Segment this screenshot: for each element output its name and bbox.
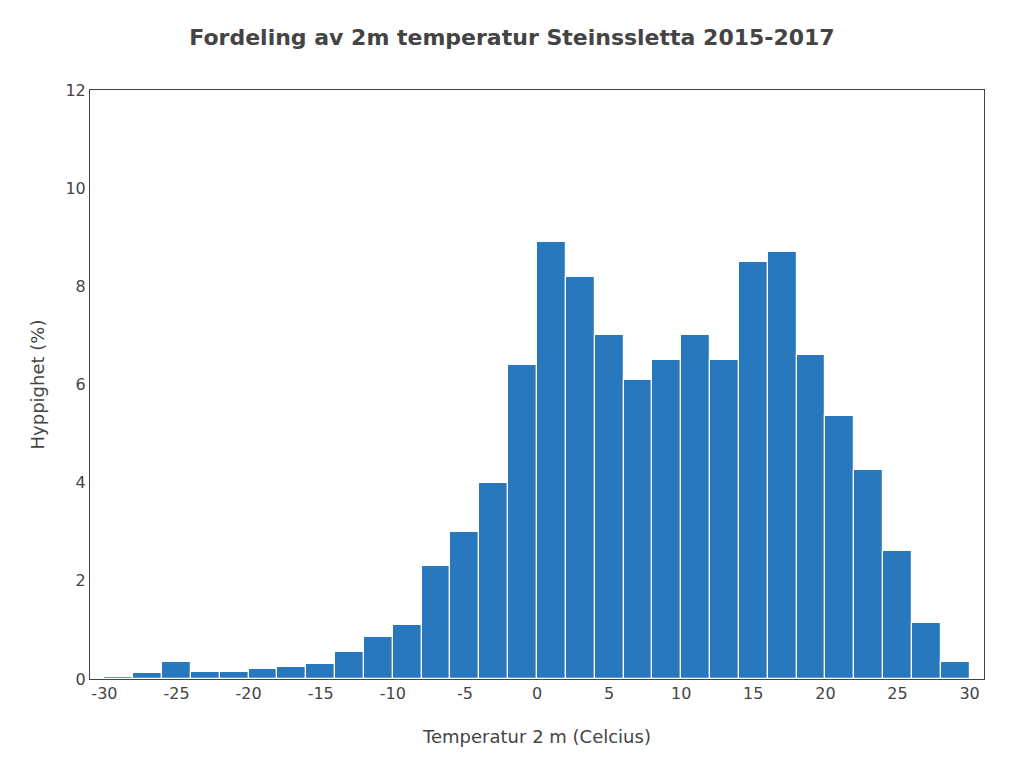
svg-text:10: 10 — [671, 684, 691, 703]
svg-text:15: 15 — [743, 684, 763, 703]
svg-text:0: 0 — [76, 670, 86, 689]
svg-text:-10: -10 — [380, 684, 406, 703]
svg-text:12: 12 — [65, 81, 85, 100]
svg-text:Temperatur 2 m (Celcius): Temperatur 2 m (Celcius) — [422, 726, 651, 747]
svg-text:20: 20 — [815, 684, 835, 703]
svg-text:-30: -30 — [91, 684, 117, 703]
svg-text:6: 6 — [76, 375, 86, 394]
svg-text:0: 0 — [532, 684, 542, 703]
svg-text:2: 2 — [76, 571, 86, 590]
svg-text:Fordeling av 2m temperatur Ste: Fordeling av 2m temperatur Steinssletta … — [189, 25, 834, 50]
svg-text:30: 30 — [959, 684, 979, 703]
svg-text:-20: -20 — [236, 684, 262, 703]
svg-text:4: 4 — [76, 473, 86, 492]
svg-text:-5: -5 — [457, 684, 473, 703]
svg-text:-25: -25 — [163, 684, 189, 703]
svg-text:25: 25 — [887, 684, 907, 703]
svg-text:-15: -15 — [308, 684, 334, 703]
svg-text:Hyppighet (%): Hyppighet (%) — [27, 320, 48, 450]
svg-text:10: 10 — [65, 179, 85, 198]
svg-text:8: 8 — [76, 277, 86, 296]
svg-text:5: 5 — [604, 684, 614, 703]
